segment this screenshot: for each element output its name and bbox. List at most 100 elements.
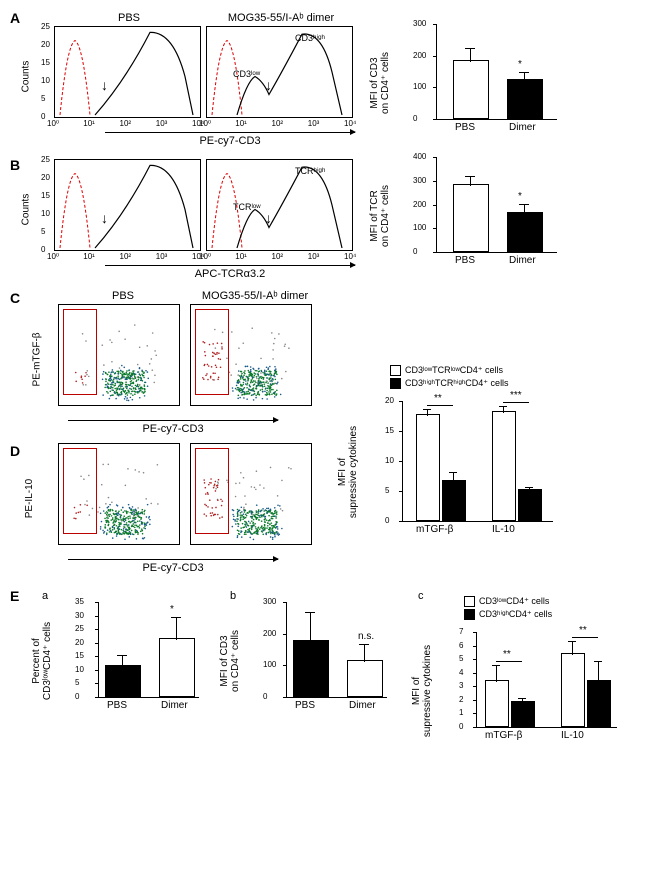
scatter-plot: 10⁰10¹10²10³10⁴10⁰10¹10²10³10⁴ [58,443,180,545]
error-cap [465,176,475,177]
error-bar [524,73,525,81]
bar [347,660,383,697]
sub-panel-label: a [42,590,212,602]
x-axis-arrow [68,420,278,421]
legend-text: CD3ʰⁱᵍʰTCRʰⁱᵍʰCD4⁺ cells [405,378,509,389]
y-tick: 20 [41,173,50,182]
bar [442,480,466,521]
error-cap [117,655,127,656]
legend-text: CD3ˡᵒʷTCRˡᵒʷCD4⁺ cells [405,365,503,376]
sig-marker: ** [503,649,511,660]
y-tick: 100 [413,223,426,232]
bar-x-label: PBS [107,700,127,711]
gate-arrow: ↓ [101,210,108,226]
y-tick: 20 [75,638,84,647]
y-tick: 4 [459,668,463,677]
sig-marker: * [518,59,522,70]
y-tick: 25 [41,22,50,31]
panel-label: E [10,588,28,604]
y-tick: 1 [459,708,463,717]
x-tick: 10¹ [83,119,95,128]
y-tick: 5 [385,486,389,495]
bar-y-label: Percent of CD3ˡᵒʷCD4⁺ cells [31,616,53,706]
error-bar [470,49,471,62]
annot-low: TCRˡᵒʷ [233,202,261,212]
y-axis-label: PE-mTGF-β [32,332,43,386]
gate [63,309,97,395]
x-axis-label: PE-cy7-CD3 [48,562,298,574]
bar [507,212,543,252]
legend-item: CD3ʰⁱᵍʰTCRʰⁱᵍʰCD4⁺ cells [390,378,509,389]
gate [63,448,97,534]
y-tick: 300 [263,597,276,606]
sig-marker: * [170,604,174,615]
legend-item: CD3ˡᵒʷCD4⁺ cells [464,596,552,607]
bar [416,414,440,521]
gate-arrow: ↓ [101,77,108,93]
y-tick: 200 [413,51,426,60]
annot-low: CD3ˡᵒʷ [233,69,260,79]
bar [587,680,611,727]
x-axis-arrow [105,265,355,266]
y-tick: 7 [459,627,463,636]
error-cap [519,204,529,205]
x-axis-label: PE-cy7-CD3 [48,423,298,435]
y-tick: 200 [263,629,276,638]
y-tick: 25 [41,155,50,164]
y-tick: 10 [41,209,50,218]
y-tick: 100 [263,660,276,669]
bar-chart: MFI of CD3 on CD4⁺ cells0100200300PBS*Di… [396,10,566,149]
error-cap [305,612,315,613]
bar [492,411,516,521]
x-tick: 10⁴ [344,252,356,261]
x-tick: 10² [272,252,284,261]
gate-arrow: ↓ [265,77,272,93]
y-tick: 300 [413,19,426,28]
scatter-plot: 10⁰10¹10²10³10⁴ [190,443,312,545]
bar-y-label: MFI of supressive cytokines [411,641,433,741]
x-tick: 10⁰ [199,252,211,261]
error-bar [122,656,123,667]
bar [511,701,535,727]
x-tick: 10² [120,119,132,128]
bar [453,184,489,253]
bar [105,665,141,697]
gate [195,309,229,395]
sig-marker: ** [579,625,587,636]
y-tick: 5 [75,678,79,687]
y-tick: 10 [385,456,394,465]
y-tick: 5 [41,227,45,236]
bar-x-label: Dimer [161,700,188,711]
y-tick: 15 [41,191,50,200]
x-tick: 10³ [308,252,320,261]
histo-title: PBS [54,12,204,24]
bar-y-label: MFI of CD3 on CD4⁺ cells [369,38,391,128]
histo-title: MOG35-55/I-Aᵇ dimer [206,12,356,24]
panel-label: D [10,443,28,459]
error-cap [465,48,475,49]
y-axis-label: PE-IL-10 [24,479,35,518]
y-tick: 15 [385,426,394,435]
group-label: mTGF-β [416,524,453,535]
y-tick: 3 [459,681,463,690]
x-tick: 10⁰ [199,119,211,128]
x-axis-label: APC-TCRα3.2 [84,268,376,280]
gate-arrow: ↓ [265,210,272,226]
legend-item: CD3ʰⁱᵍʰCD4⁺ cells [464,609,552,620]
x-tick: 10³ [156,252,168,261]
y-tick: 300 [413,176,426,185]
bar-x-label: Dimer [509,122,536,133]
y-tick: 2 [459,695,463,704]
y-tick: 0 [413,114,417,123]
scatter-plot: 10⁰10¹10²10³10⁴ [190,304,312,406]
x-tick: 10³ [156,119,168,128]
panel-label: A [10,10,28,26]
bar-x-label: PBS [295,700,315,711]
y-axis-label: Counts [20,61,31,93]
scatter-title: MOG35-55/I-Aᵇ dimer [190,290,320,302]
bar [485,680,509,727]
bar [561,653,585,727]
y-tick: 0 [41,245,45,254]
x-axis-arrow [68,559,278,560]
y-tick: 15 [41,58,50,67]
